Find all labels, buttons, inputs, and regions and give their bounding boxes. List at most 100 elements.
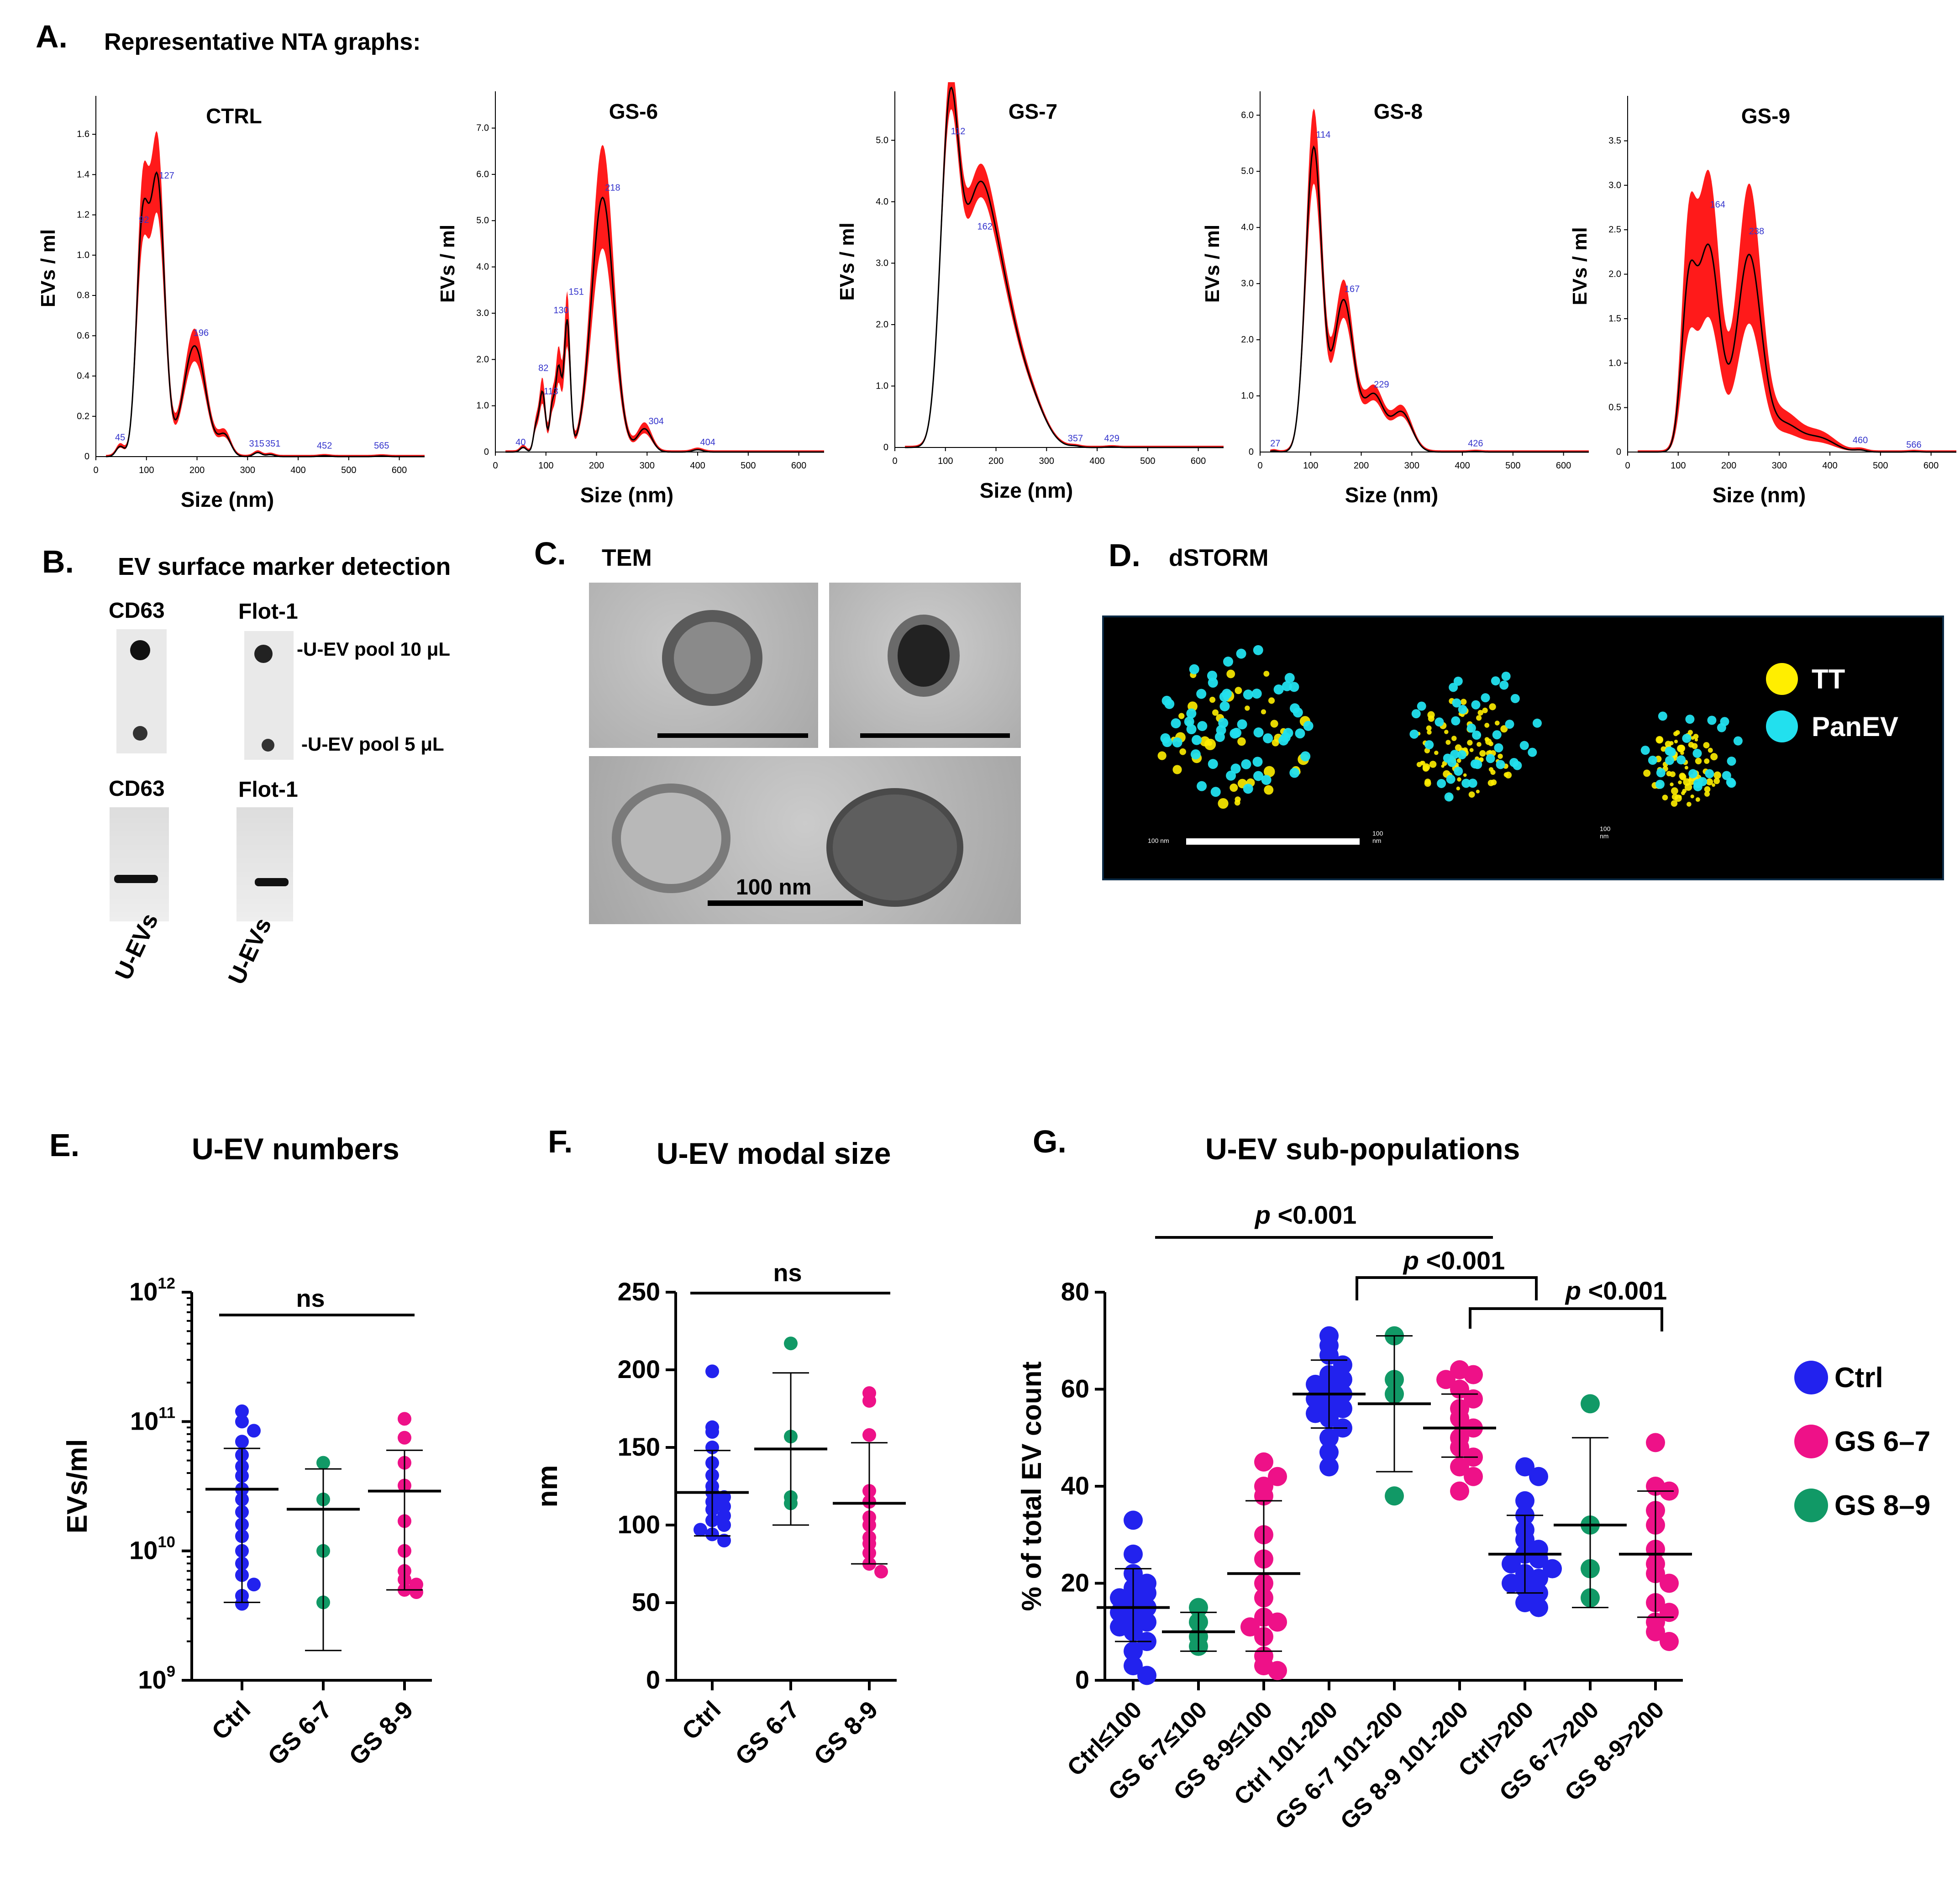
panev-localization	[1458, 705, 1467, 714]
panel-g-title: U-EV sub-populations	[1205, 1132, 1520, 1166]
tt-localization	[1268, 697, 1275, 704]
tt-localization	[1679, 773, 1686, 779]
series-2	[398, 1412, 423, 1599]
panev-localization	[1424, 740, 1434, 750]
x-tick-label: 200	[988, 456, 1004, 466]
tt-localization	[1237, 737, 1246, 746]
panev-localization	[1261, 775, 1272, 785]
panev-localization	[1486, 754, 1495, 763]
tt-localization	[1441, 764, 1445, 768]
data-point	[235, 1404, 249, 1418]
tt-localization	[1235, 687, 1242, 694]
tt-localization	[1434, 750, 1439, 755]
peak-label: 151	[569, 287, 584, 297]
y-tick-label: 0	[1616, 447, 1621, 457]
tt-localization	[1226, 669, 1235, 679]
y-tick-label: 0	[883, 442, 888, 452]
y-tick-label: 250	[618, 1277, 660, 1306]
y-tick-label: 100	[618, 1510, 660, 1539]
y-tick-label: 4.0	[876, 197, 888, 207]
tt-localization	[1485, 738, 1492, 745]
panev-localization	[1466, 723, 1476, 733]
tt-localization	[1695, 797, 1700, 802]
legend-gs89-label: GS 8–9	[1834, 1489, 1931, 1521]
sig-label: p <0.001	[1403, 1246, 1505, 1275]
data-point	[1124, 1510, 1143, 1530]
tt-localization	[1669, 741, 1674, 746]
panev-localization	[1472, 731, 1482, 740]
dstorm-cluster	[1409, 671, 1542, 802]
panev-localization	[1190, 749, 1201, 760]
panev-localization	[1513, 761, 1522, 770]
x-tick-label: 400	[1822, 461, 1837, 471]
panel-g-letter: G.	[1033, 1124, 1067, 1159]
y-tick-label: 6.0	[476, 169, 489, 179]
ns-label: ns	[773, 1259, 802, 1287]
series-4	[1385, 1326, 1404, 1506]
tt-localization	[1482, 707, 1488, 714]
blot-dot	[130, 640, 150, 660]
panel-a-letter: A.	[36, 19, 68, 54]
data-point	[705, 1425, 719, 1439]
nta-plot-ctrl: 0 100 200 300 400 500 600 0 0.2 0.4 0.6 0.8 1.0 1.2 1.…	[37, 96, 425, 511]
tt-localization	[1643, 769, 1651, 777]
tt-localization	[1455, 744, 1462, 751]
peak-label: 112	[951, 126, 966, 137]
peak-label: 92	[139, 215, 149, 225]
series-1	[784, 1336, 798, 1510]
tt-localization	[1484, 722, 1490, 728]
tt-localization	[1157, 751, 1167, 760]
data-point	[1529, 1568, 1548, 1588]
peak-label: 426	[1468, 439, 1483, 449]
tt-localization	[1476, 789, 1480, 794]
tt-localization	[1429, 761, 1437, 768]
y-tick-label: 2.0	[476, 354, 489, 364]
panev-localization	[1693, 782, 1703, 791]
panev-localization	[1303, 721, 1314, 731]
series-8	[1646, 1433, 1679, 1651]
panev-localization	[1411, 709, 1421, 719]
panev-localization	[1295, 728, 1305, 739]
panev-localization	[1727, 779, 1736, 788]
data-point	[1319, 1428, 1339, 1447]
panev-localization	[1666, 747, 1676, 757]
data-point	[1450, 1481, 1469, 1501]
panel-c-title: TEM	[602, 545, 652, 571]
tt-localization	[1682, 789, 1687, 794]
panev-localization	[1251, 689, 1262, 699]
panev-localization	[1705, 769, 1714, 779]
y-tick-label: 0	[484, 447, 489, 457]
panev-localization	[1733, 736, 1743, 746]
dot-blot-cd63	[116, 629, 167, 753]
panel-d-letter: D.	[1109, 537, 1140, 573]
y-tick-label: 1011	[130, 1404, 175, 1435]
y-axis-label: EVs / ml	[1569, 227, 1591, 305]
y-tick-label: 60	[1061, 1374, 1089, 1403]
flot-label-2: Flot-1	[238, 778, 298, 802]
tt-localization	[1710, 753, 1718, 761]
scale-label: 100	[1372, 830, 1383, 837]
y-tick-label: 3.0	[1608, 180, 1621, 190]
tt-localization	[1460, 699, 1467, 705]
tt-localization	[1687, 802, 1692, 807]
tt-localization	[1500, 725, 1508, 733]
y-tick-label: 0.8	[77, 290, 89, 300]
x-axis-label: Size (nm)	[181, 488, 274, 511]
y-axis-label: EVs / ml	[1201, 225, 1224, 303]
panev-localization	[1196, 689, 1207, 699]
x-tick-label: 500	[1873, 461, 1888, 471]
y-axis-label: % of total EV count	[1016, 1362, 1047, 1611]
panev-localization	[1450, 750, 1460, 759]
tt-localization	[1467, 740, 1473, 746]
panev-localization	[1470, 759, 1480, 769]
nta-title: GS-7	[1009, 100, 1057, 123]
panev-localization	[1230, 728, 1240, 739]
tt-localization	[1179, 748, 1186, 755]
y-tick-label: 0	[1249, 447, 1254, 457]
data-point	[1515, 1457, 1534, 1477]
tt-localization	[1678, 795, 1682, 799]
panev-localization	[1219, 701, 1230, 711]
tt-localization	[1477, 710, 1483, 716]
cd63-label: CD63	[109, 599, 165, 623]
